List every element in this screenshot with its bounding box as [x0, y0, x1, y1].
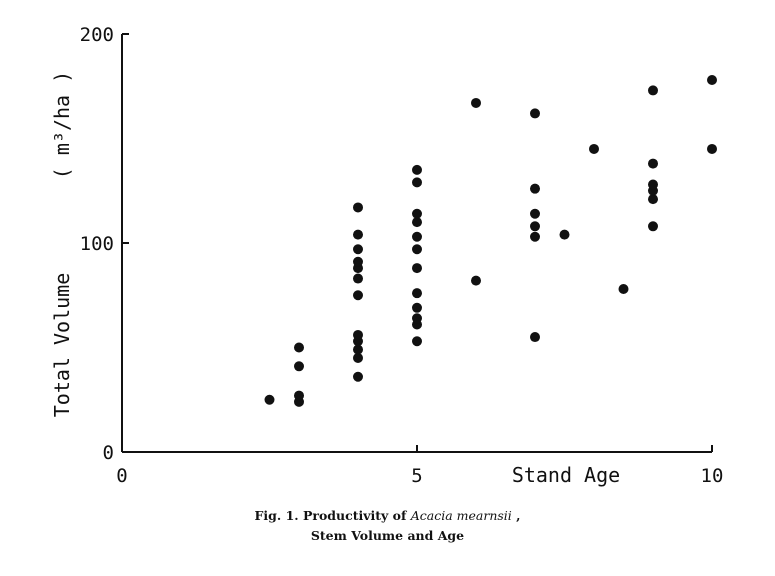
data-point	[353, 371, 363, 382]
data-point	[589, 143, 599, 154]
data-point	[353, 229, 363, 240]
data-point	[471, 275, 481, 286]
data-point	[412, 217, 422, 228]
data-point	[353, 329, 363, 340]
data-point	[353, 256, 363, 267]
data-point	[707, 143, 717, 154]
caption-suffix: ,	[511, 508, 521, 523]
data-point	[618, 283, 629, 294]
data-point	[648, 158, 658, 169]
data-point	[353, 344, 363, 355]
data-point	[412, 208, 422, 219]
data-point	[294, 342, 304, 353]
data-point	[648, 221, 658, 232]
data-point	[412, 336, 422, 347]
figure-caption-line-1: Fig. 1. Productivity of Acacia mearnsii …	[0, 508, 775, 523]
data-point	[353, 290, 363, 301]
data-point	[412, 177, 422, 188]
data-point	[412, 313, 422, 324]
data-point	[648, 179, 658, 190]
data-point	[707, 74, 717, 85]
data-point	[471, 97, 481, 108]
data-point	[412, 231, 422, 242]
data-point	[530, 108, 540, 119]
data-points	[264, 74, 717, 407]
data-point	[412, 288, 422, 299]
axes	[121, 33, 713, 453]
data-point	[353, 273, 363, 284]
y-axis-title: Total Volume	[50, 273, 74, 418]
x-tick-label: 10	[701, 465, 724, 487]
data-point	[264, 394, 275, 405]
data-point	[412, 244, 422, 255]
data-point	[530, 221, 540, 232]
y-tick-label: 200	[80, 24, 114, 46]
y-axis-unit: ( m³/ha )	[50, 71, 74, 179]
data-point	[530, 332, 540, 343]
y-tick-label: 100	[80, 233, 114, 255]
data-point	[294, 361, 304, 372]
y-tick-label: 0	[103, 442, 114, 464]
x-tick-label: 0	[116, 465, 127, 487]
figure-caption-line-2: Stem Volume and Age	[310, 528, 465, 543]
data-point	[353, 202, 363, 213]
data-point	[412, 302, 422, 313]
data-point	[648, 194, 658, 205]
data-point	[530, 208, 540, 219]
caption-species: Acacia mearnsii	[410, 508, 512, 523]
x-axis-title: Stand Age	[512, 463, 620, 487]
data-point	[412, 164, 422, 175]
x-tick-label: 5	[411, 465, 422, 487]
data-point	[648, 85, 658, 96]
data-point	[353, 244, 363, 255]
data-point	[353, 352, 363, 363]
data-point	[559, 229, 570, 240]
data-point	[530, 183, 540, 194]
data-point	[412, 263, 422, 274]
data-point	[530, 231, 540, 242]
caption-prefix: Fig. 1. Productivity of	[254, 508, 411, 523]
data-point	[294, 390, 304, 401]
